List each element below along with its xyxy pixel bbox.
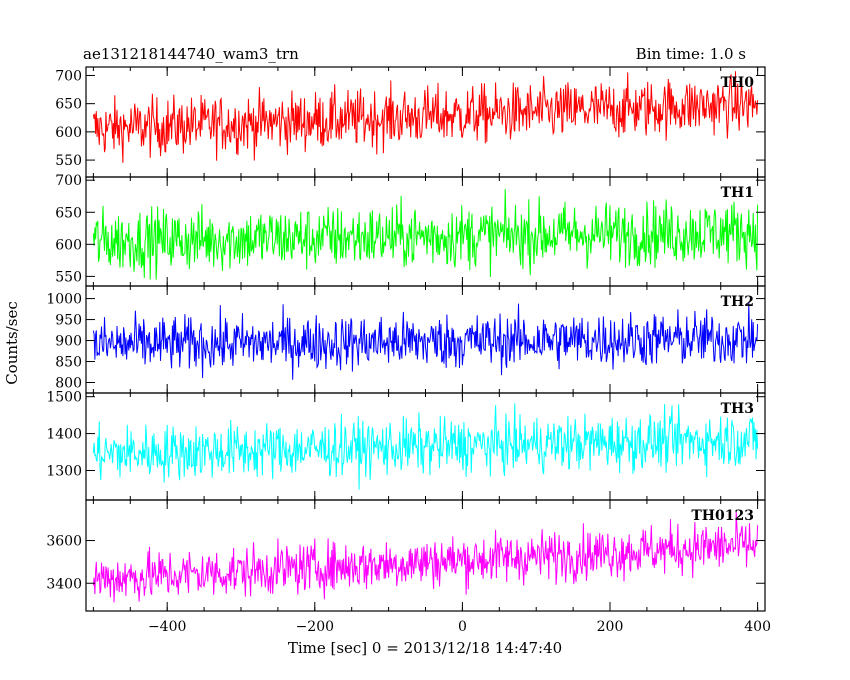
- panel-th2: 800 850 900 950 1000 TH2: [46, 285, 766, 394]
- x-tick-labels: −400 −200 0 200 400: [148, 619, 771, 635]
- y-tick-label: 700: [55, 68, 82, 84]
- y-tick-label: 700: [55, 173, 82, 189]
- panel-label-th2: TH2: [721, 294, 754, 310]
- y-tick-label: 800: [55, 376, 82, 392]
- bin-time-label: Bin time: 1.0 s: [636, 45, 746, 63]
- series-line-th2: [92, 302, 759, 380]
- y-tick-label: 1000: [46, 292, 82, 308]
- y-tick-label: 550: [55, 153, 82, 169]
- y-tick-label: 1400: [46, 427, 82, 443]
- series-line-th0123: [92, 511, 759, 603]
- panel-th3: 1300 1400 1500 TH3: [46, 390, 766, 501]
- x-axis-label: Time [sec] 0 = 2013/12/18 14:47:40: [288, 639, 562, 657]
- x-tick-label: 400: [744, 619, 771, 635]
- x-tick-label: −200: [296, 619, 334, 635]
- y-tick-label: 3600: [46, 534, 82, 550]
- y-tick-label: 900: [55, 334, 82, 350]
- panel-label-th3: TH3: [721, 401, 754, 417]
- y-axis-label: Counts/sec: [3, 301, 21, 385]
- y-tick-label: 600: [55, 125, 82, 141]
- chart-title: ae131218144740_wam3_trn: [83, 45, 299, 63]
- y-tick-label: 1500: [46, 390, 82, 406]
- y-tick-label: 650: [55, 97, 82, 113]
- panel-label-th0123: TH0123: [691, 508, 754, 524]
- x-tick-label: −400: [148, 619, 186, 635]
- y-tick-label: 3400: [46, 576, 82, 592]
- panels-group: 550 600 650 700 TH0 550 600 650 700 TH1 800 850 900 9…: [46, 66, 771, 635]
- panel-th0: 550 600 650 700 TH0: [55, 66, 766, 178]
- y-tick-label: 600: [55, 237, 82, 253]
- x-tick-label: 0: [458, 619, 467, 635]
- y-tick-label: 850: [55, 355, 82, 371]
- panel-th1: 550 600 650 700 TH1: [55, 173, 766, 287]
- y-tick-label: 550: [55, 269, 82, 285]
- x-tick-label: 200: [597, 619, 624, 635]
- panel-label-th1: TH1: [721, 185, 754, 201]
- series-line-th0: [92, 71, 759, 163]
- panel-th0123: 3400 3600 TH0123: [46, 499, 766, 612]
- y-tick-label: 950: [55, 313, 82, 329]
- series-line-th1: [92, 188, 759, 280]
- y-tick-label: 650: [55, 205, 82, 221]
- series-line-th3: [92, 403, 759, 490]
- panel-label-th0: TH0: [721, 75, 755, 91]
- y-tick-label: 1300: [46, 463, 82, 479]
